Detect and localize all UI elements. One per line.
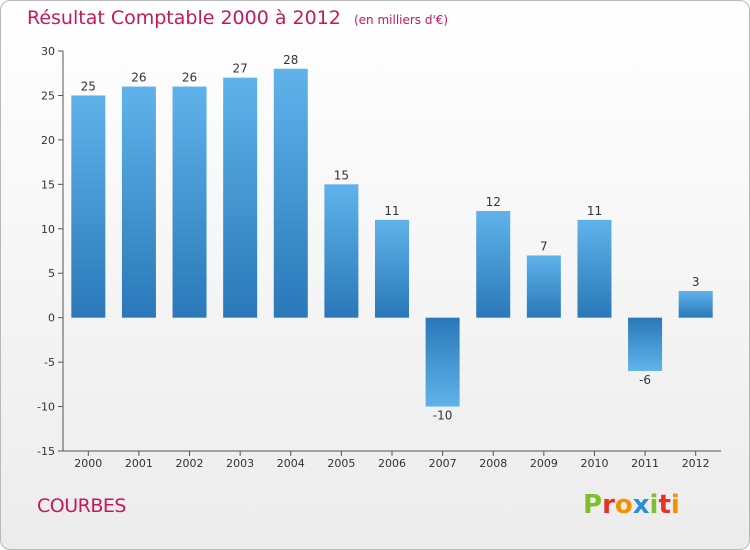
x-tick-label: 2004 bbox=[277, 457, 305, 470]
value-label: -10 bbox=[433, 409, 453, 423]
bar-2004 bbox=[273, 68, 308, 318]
bar-2007 bbox=[425, 317, 460, 407]
x-tick-label: 2000 bbox=[74, 457, 102, 470]
logo-letter: r bbox=[602, 490, 615, 520]
x-tick-label: 2006 bbox=[378, 457, 406, 470]
logo-letter: o bbox=[614, 490, 633, 520]
bar-2005 bbox=[324, 184, 359, 318]
x-tick-label: 2002 bbox=[176, 457, 204, 470]
x-tick-label: 2008 bbox=[479, 457, 507, 470]
bar-2000 bbox=[71, 95, 106, 318]
y-tick-label: 25 bbox=[41, 89, 55, 102]
bar-2011 bbox=[628, 317, 663, 371]
x-tick-label: 2012 bbox=[682, 457, 710, 470]
x-tick-label: 2011 bbox=[631, 457, 659, 470]
value-label: 12 bbox=[486, 195, 501, 209]
x-tick-label: 2001 bbox=[125, 457, 153, 470]
x-tick-label: 2003 bbox=[226, 457, 254, 470]
y-tick-label: 5 bbox=[48, 267, 55, 280]
value-label: -6 bbox=[639, 373, 651, 387]
x-tick-label: 2007 bbox=[429, 457, 457, 470]
x-tick-label: 2009 bbox=[530, 457, 558, 470]
value-label: 26 bbox=[182, 71, 197, 85]
title-row: Résultat Comptable 2000 à 2012 (en milli… bbox=[27, 7, 448, 29]
y-tick-label: 20 bbox=[41, 134, 55, 147]
bar-2009 bbox=[526, 255, 561, 318]
proxiti-logo[interactable]: Proxiti bbox=[583, 490, 680, 520]
value-label: 28 bbox=[283, 53, 298, 67]
value-label: 11 bbox=[384, 204, 399, 218]
y-tick-label: 30 bbox=[41, 45, 55, 58]
logo-letter: t bbox=[658, 490, 671, 520]
bar-2003 bbox=[223, 77, 258, 318]
x-tick-label: 2005 bbox=[327, 457, 355, 470]
bar-2008 bbox=[476, 211, 511, 318]
logo-letter: i bbox=[670, 490, 680, 520]
logo-letter: i bbox=[649, 490, 659, 520]
y-tick-label: -15 bbox=[37, 445, 55, 458]
y-tick-label: 10 bbox=[41, 223, 55, 236]
bar-2002 bbox=[172, 86, 207, 318]
value-label: 7 bbox=[540, 239, 548, 253]
bar-2010 bbox=[577, 219, 612, 318]
x-tick-label: 2010 bbox=[580, 457, 608, 470]
bar-2012 bbox=[678, 291, 713, 318]
y-tick-label: -5 bbox=[44, 356, 55, 369]
y-tick-label: -10 bbox=[37, 401, 55, 414]
y-tick-label: 15 bbox=[41, 178, 55, 191]
chart-title: Résultat Comptable 2000 à 2012 bbox=[27, 7, 341, 29]
bar-2006 bbox=[375, 219, 409, 318]
value-label: 11 bbox=[587, 204, 602, 218]
y-tick-label: 0 bbox=[48, 312, 55, 325]
value-label: 15 bbox=[334, 168, 349, 182]
chart-unit: (en milliers d'€) bbox=[353, 13, 449, 27]
value-label: 3 bbox=[692, 275, 700, 289]
value-label: 26 bbox=[131, 71, 146, 85]
city-name: COURBES bbox=[37, 495, 126, 517]
logo-letter: P bbox=[583, 490, 603, 520]
logo-letter: x bbox=[632, 490, 650, 520]
value-label: 27 bbox=[233, 62, 248, 76]
bar-2001 bbox=[121, 86, 156, 318]
value-label: 25 bbox=[81, 79, 96, 93]
